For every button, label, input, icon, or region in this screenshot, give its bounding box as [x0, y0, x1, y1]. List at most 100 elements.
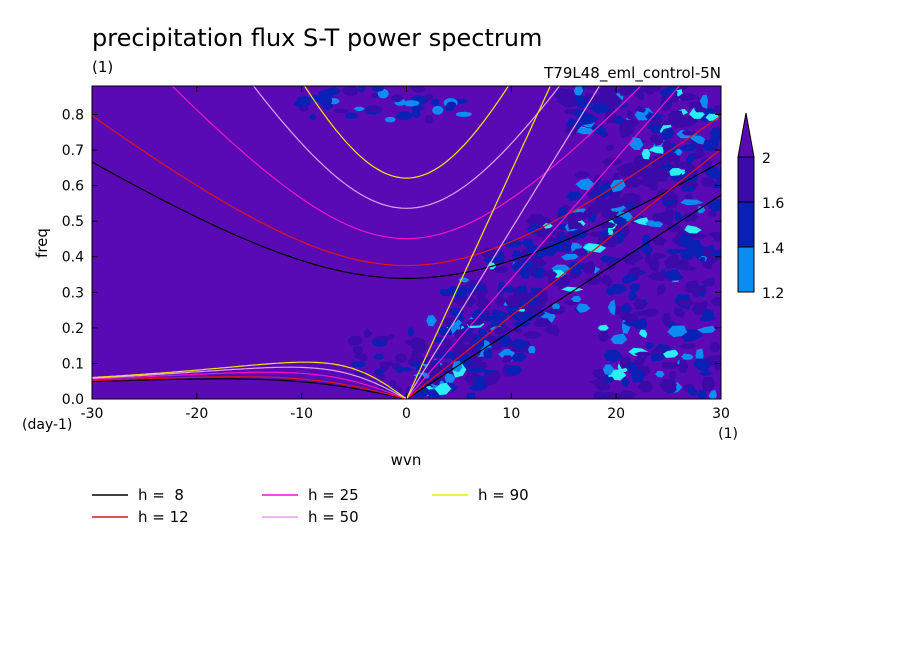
heatmap-cell	[448, 307, 465, 316]
heatmap-cell	[384, 116, 396, 123]
heatmap-cell	[542, 223, 553, 229]
heatmap-cell	[632, 310, 649, 316]
heatmap-cell	[660, 152, 679, 163]
x-axis-label: wvn	[391, 451, 422, 469]
heatmap-cell	[566, 211, 589, 222]
heatmap-cell	[551, 303, 560, 311]
heatmap-cell	[666, 223, 683, 232]
heatmap-cell	[533, 318, 552, 328]
heatmap-cell	[597, 86, 618, 96]
heatmap-cell	[698, 370, 714, 376]
heatmap-cell	[657, 188, 677, 201]
heatmap-cell	[697, 206, 706, 214]
heatmap-cell	[702, 140, 715, 152]
heatmap-cell	[424, 93, 434, 101]
heatmap-cell	[687, 387, 698, 397]
heatmap-cell	[619, 357, 630, 369]
series-50-inertia-gravity-line	[252, 86, 561, 209]
heatmap-cell	[659, 378, 677, 392]
heatmap-cell	[472, 334, 486, 343]
heatmap-cell	[411, 109, 421, 119]
series-12-kelvin-line	[406, 148, 721, 399]
heatmap-cell	[431, 98, 440, 106]
heatmap-cell	[700, 158, 713, 169]
heatmap-cell	[678, 343, 697, 349]
series-25-inertia-gravity-line	[171, 86, 642, 240]
heatmap-cell	[661, 312, 671, 326]
heatmap-cell	[535, 257, 543, 266]
heatmap-cell	[556, 94, 575, 107]
heatmap-cell	[647, 271, 669, 282]
heatmap-cell	[645, 342, 655, 350]
heatmap-cell	[629, 283, 641, 293]
heatmap-cell	[687, 232, 708, 239]
heatmap-cell	[650, 353, 667, 362]
heatmap-cell	[589, 377, 606, 387]
heatmap-cell	[645, 220, 664, 228]
heatmap-cell	[470, 289, 485, 295]
plot-area	[91, 85, 722, 400]
heatmap-cell	[648, 257, 660, 273]
heatmap-cell	[512, 259, 535, 273]
heatmap-cell	[621, 193, 637, 203]
heatmap-cell	[466, 392, 476, 399]
heatmap-cell	[696, 389, 708, 399]
heatmap-cell	[693, 148, 706, 160]
heatmap-cell	[371, 86, 385, 92]
heatmap-cell	[519, 312, 538, 322]
heatmap-cell	[710, 128, 721, 142]
heatmap-cell	[621, 377, 630, 388]
heatmap-cell	[672, 120, 686, 128]
heatmap-cell	[682, 286, 707, 294]
chart-subtitle-right: T79L48_eml_control-5N	[543, 64, 721, 83]
heatmap-cell	[455, 111, 472, 117]
heatmap-cell	[701, 177, 715, 187]
heatmap-cell	[344, 112, 359, 119]
heatmap-cell	[534, 289, 549, 302]
heatmap-cell	[626, 361, 638, 375]
heatmap-cell	[564, 125, 578, 136]
legend: h = 8 h = 12 h = 25 h = 50 h = 90	[92, 486, 529, 526]
heatmap-cell	[603, 349, 622, 361]
heatmap-cell	[621, 252, 644, 263]
heatmap-cell	[685, 152, 696, 165]
heatmap-cell	[619, 311, 639, 323]
legend-label: h = 50	[308, 508, 359, 526]
heatmap-cell	[699, 94, 708, 109]
colorbar-label: 2	[762, 151, 771, 167]
y-tick-label: 0.2	[62, 321, 84, 337]
heatmap-cell	[680, 329, 704, 343]
series-25-rossby-line	[92, 371, 407, 399]
heatmap-cell	[701, 376, 716, 392]
heatmap-cell	[589, 102, 613, 114]
heatmap-cell	[404, 339, 419, 346]
heatmap-cell	[710, 104, 721, 119]
legend-label: h = 90	[478, 486, 529, 504]
y-tick-label: 0.1	[62, 356, 84, 372]
heatmap-cell	[668, 86, 690, 91]
heatmap-cell	[673, 306, 686, 318]
heatmap-cell	[674, 158, 682, 169]
series-8-rossby-line	[92, 378, 407, 399]
heatmap-cell	[573, 171, 591, 179]
heatmap-cell	[581, 261, 596, 274]
heatmap-cell	[333, 108, 349, 114]
heatmap-cell	[374, 335, 391, 341]
heatmap-cell	[654, 168, 670, 183]
heatmap-cell	[712, 199, 721, 206]
heatmap-cell	[536, 227, 549, 238]
heatmap-cell	[708, 210, 717, 217]
heatmap-cell	[619, 170, 633, 177]
heatmap-cell	[701, 276, 716, 287]
heatmap-cell	[478, 328, 487, 337]
heatmap-cell	[633, 359, 644, 366]
x-tick-label: 0	[402, 406, 411, 422]
heatmap-cell	[394, 353, 408, 363]
x-tick-label: 10	[502, 406, 520, 422]
heatmap-cell	[597, 324, 609, 331]
heatmap-cell	[634, 106, 646, 113]
heatmap-cell	[584, 274, 604, 285]
y-tick-label: 0.6	[62, 179, 84, 195]
heatmap-cell	[638, 329, 648, 338]
heatmap-cell	[565, 191, 583, 201]
